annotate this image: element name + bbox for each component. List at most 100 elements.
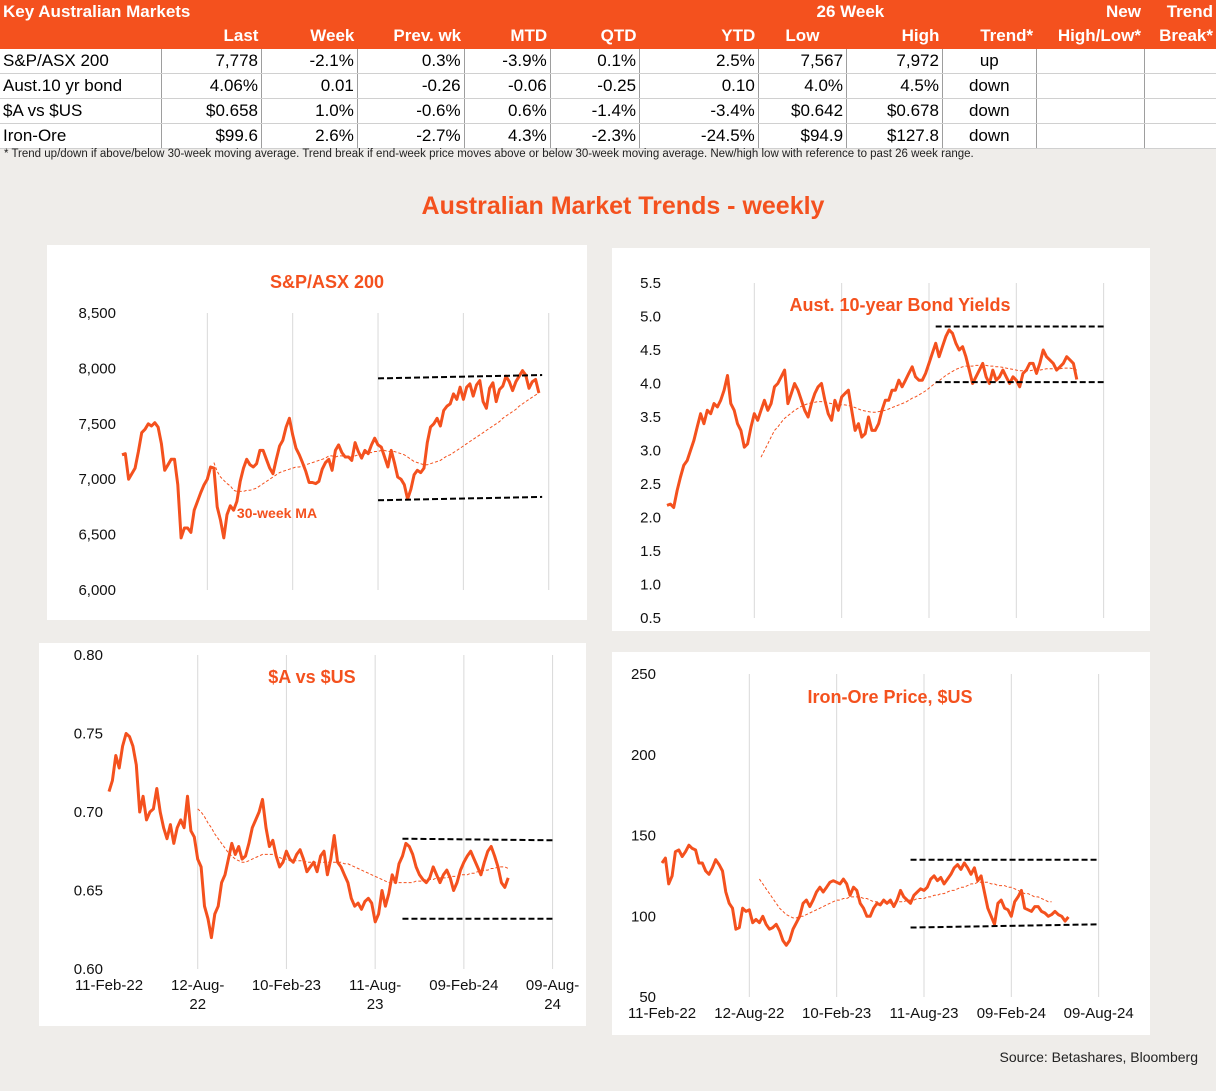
cell: $94.9 xyxy=(758,123,848,149)
y-tick-label: 1.5 xyxy=(640,543,661,560)
col-header: Trend* xyxy=(942,23,1037,49)
y-tick-label: 150 xyxy=(631,828,656,845)
x-tick-label: 24 xyxy=(544,996,561,1013)
cell: -2.3% xyxy=(550,123,641,149)
cell xyxy=(1036,49,1145,74)
col-header: Break* xyxy=(1144,23,1216,49)
cell: 1.0% xyxy=(261,98,358,124)
cell: 0.01 xyxy=(261,73,358,99)
price-series-line xyxy=(666,328,1079,509)
col-header: Low xyxy=(758,23,847,49)
row-label: S&P/ASX 200 xyxy=(0,49,162,74)
chart-iron-ore: 50 100 150 200 250 11-Feb-22 12-Aug-22 10-Feb-2… xyxy=(612,652,1150,1035)
table-header-row-2: Last Week Prev. wk MTD QTD YTD Low High … xyxy=(0,23,1216,49)
cell xyxy=(1036,98,1145,124)
y-tick-label: 0.65 xyxy=(74,883,103,900)
price-series-line xyxy=(121,369,541,540)
y-tick-label: 6,500 xyxy=(78,527,116,544)
y-tick-label: 6,000 xyxy=(78,582,116,599)
price-series-line xyxy=(107,732,510,940)
chart-iron-ore-svg: 50 100 150 200 250 11-Feb-22 12-Aug-22 10-Feb-2… xyxy=(628,666,1134,1022)
moving-average-line xyxy=(197,808,509,884)
markets-table: Key Australian Markets 26 Week New Trend… xyxy=(0,0,1216,149)
cell: -1.4% xyxy=(550,98,641,124)
col-header: YTD xyxy=(639,23,759,49)
cell: up xyxy=(942,49,1037,74)
x-tick-label: 09-Aug- xyxy=(526,977,579,994)
chart-bond-yields-svg: 0.5 1.0 1.5 2.0 2.5 3.0 3.5 4.0 4.5 5.0 5.5 Aust. 1… xyxy=(640,275,1105,627)
cell: -24.5% xyxy=(639,123,759,149)
cell: $0.642 xyxy=(758,98,848,124)
y-tick-label: 250 xyxy=(631,666,656,683)
y-tick-label: 3.5 xyxy=(640,409,661,426)
cell: -3.4% xyxy=(639,98,759,124)
new-header-top: New xyxy=(1036,0,1144,23)
x-tick-label: 09-Feb-24 xyxy=(977,1005,1046,1022)
cell xyxy=(1144,123,1216,149)
cell: down xyxy=(942,123,1037,149)
y-tick-label: 4.5 xyxy=(640,342,661,359)
cell: 4.0% xyxy=(758,73,848,99)
table-row: S&P/ASX 200 7,778 -2.1% 0.3% -3.9% 0.1% … xyxy=(0,49,1216,74)
y-tick-label: 3.0 xyxy=(640,443,661,460)
chart-title: Aust. 10-year Bond Yields xyxy=(789,295,1010,315)
moving-average-line xyxy=(758,878,1052,919)
x-tick-label: 11-Aug-23 xyxy=(890,1005,959,1022)
cell: 7,778 xyxy=(161,49,262,74)
range-line xyxy=(910,923,1099,929)
main-title: Australian Market Trends - weekly xyxy=(421,192,825,220)
chart-title: Iron-Ore Price, $US xyxy=(807,687,972,707)
cell xyxy=(1036,73,1145,99)
cell: 0.1% xyxy=(550,49,641,74)
trend-break-header-top: Trend xyxy=(1144,0,1216,23)
y-tick-label: 8,000 xyxy=(78,360,116,377)
y-tick-label: 1.0 xyxy=(640,577,661,594)
x-tick-label: 11-Aug- xyxy=(349,977,401,994)
cell: $0.678 xyxy=(846,98,943,124)
chart-asx200-svg: 6,000 6,500 7,000 7,500 8,000 8,500 S&P/ASX 20… xyxy=(78,272,550,599)
x-tick-label: 09-Aug-24 xyxy=(1064,1005,1134,1022)
x-tick-label: 11-Feb-22 xyxy=(628,1005,696,1022)
footnote: * Trend up/down if above/below 30-week m… xyxy=(4,148,974,160)
table-row: Aust.10 yr bond 4.06% 0.01 -0.26 -0.06 -… xyxy=(0,73,1216,99)
cell xyxy=(1144,49,1216,74)
range-line xyxy=(402,837,553,842)
col-header: QTD xyxy=(550,23,640,49)
table-title: Key Australian Markets xyxy=(0,0,465,23)
cell: 7,567 xyxy=(758,49,848,74)
cell: 0.6% xyxy=(464,98,551,124)
y-tick-label: 7,500 xyxy=(78,416,116,433)
ma-annotation: 30-week MA xyxy=(237,505,317,521)
cell: down xyxy=(942,73,1037,99)
chart-asx200: 6,000 6,500 7,000 7,500 8,000 8,500 S&P/ASX 20… xyxy=(47,245,587,620)
y-tick-label: 200 xyxy=(631,747,656,764)
y-tick-label: 0.70 xyxy=(74,804,103,821)
y-tick-label: 0.80 xyxy=(74,647,103,664)
col-header: Week xyxy=(261,23,358,49)
cell: -0.25 xyxy=(550,73,641,99)
y-tick-label: 0.60 xyxy=(74,961,103,978)
table-header-row-1: Key Australian Markets 26 Week New Trend xyxy=(0,0,1216,23)
cell xyxy=(1144,98,1216,124)
cell: 4.5% xyxy=(846,73,943,99)
col-header: Last xyxy=(161,23,262,49)
table-row: Iron-Ore $99.6 2.6% -2.7% 4.3% -2.3% -24… xyxy=(0,123,1216,149)
y-tick-label: 2.5 xyxy=(640,476,661,493)
cell: -2.7% xyxy=(357,123,465,149)
table-row: $A vs $US $0.658 1.0% -0.6% 0.6% -1.4% -… xyxy=(0,98,1216,124)
cell: -0.6% xyxy=(357,98,465,124)
cell: 0.10 xyxy=(639,73,759,99)
cell: down xyxy=(942,98,1037,124)
chart-aud-usd-svg: 0.60 0.65 0.70 0.75 0.80 11-Feb-22 12-Aug- 22 10… xyxy=(74,647,579,1013)
cell: 4.3% xyxy=(464,123,551,149)
y-tick-label: 50 xyxy=(639,989,656,1006)
cell: 2.6% xyxy=(261,123,358,149)
cell xyxy=(1036,123,1145,149)
chart-bond-yields: 0.5 1.0 1.5 2.0 2.5 3.0 3.5 4.0 4.5 5.0 5.5 Aust. 1… xyxy=(612,248,1150,631)
row-label: Iron-Ore xyxy=(0,123,162,149)
cell: -0.26 xyxy=(357,73,465,99)
y-tick-label: 5.0 xyxy=(640,309,661,326)
cell: $127.8 xyxy=(846,123,943,149)
y-tick-label: 100 xyxy=(631,908,656,925)
chart-title: $A vs $US xyxy=(268,667,355,687)
